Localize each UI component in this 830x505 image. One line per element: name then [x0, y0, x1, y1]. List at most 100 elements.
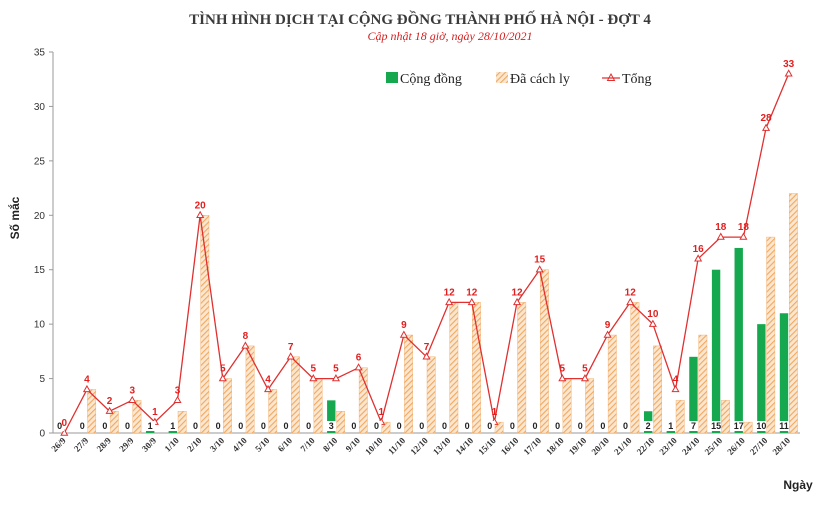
label-bg: [575, 421, 586, 431]
data-label-cong-dong: 0: [193, 421, 198, 431]
y-tick-label: 25: [34, 156, 46, 167]
bar-da-cach-ly: [517, 302, 527, 434]
data-label-tong: 9: [605, 320, 611, 331]
bar-da-cach-ly: [200, 215, 210, 434]
label-bg: [371, 421, 382, 431]
legend-label-tong: Tổng: [622, 72, 652, 87]
bar-da-cach-ly: [223, 378, 232, 434]
data-label-cong-dong: 15: [711, 421, 721, 431]
point-tong: [196, 210, 205, 218]
data-label-cong-dong: 0: [216, 421, 221, 431]
x-tick-label: 5/10: [253, 435, 272, 454]
legend-label-da-cach-ly: Đã cách ly: [510, 72, 570, 87]
line-tong-path: [63, 73, 790, 434]
label-bg: [167, 421, 178, 431]
data-label-cong-dong: 0: [80, 421, 85, 431]
point-tong: [694, 254, 703, 262]
x-tick-label: 1/10: [163, 435, 182, 454]
data-label-tong: 20: [195, 200, 207, 211]
label-bg: [280, 421, 291, 431]
point-tong: [263, 384, 273, 393]
data-label-cong-dong: 0: [397, 421, 402, 431]
point-tong: [671, 384, 680, 393]
data-label-cong-dong: 0: [102, 421, 107, 431]
data-label-tong: 3: [129, 385, 135, 396]
data-label-tong: 16: [693, 244, 705, 255]
point-tong: [626, 297, 635, 306]
data-label-cong-dong: 0: [351, 421, 356, 431]
x-tick-label: 23/10: [657, 435, 679, 457]
x-axis: 26/9 27/9 28/9 29/9 30/9 1/10 2/10 3/10 4/10 5/10…: [49, 432, 800, 457]
bar-cong-dong: [779, 313, 789, 433]
label-bg: [529, 421, 540, 431]
x-tick-label: 15/10: [476, 435, 498, 457]
point-tong: [535, 265, 544, 273]
legend-swatch-cong-dong: [386, 72, 398, 83]
data-label-tong: 28: [760, 113, 772, 124]
point-tong: [739, 232, 748, 240]
label-bg: [54, 421, 65, 431]
y-tick-label: 30: [34, 102, 46, 113]
data-label-tong: 18: [738, 222, 750, 233]
x-tick-label: 17/10: [522, 435, 544, 457]
bar-da-cach-ly: [494, 421, 504, 434]
point-tong: [241, 341, 250, 349]
bar-da-cach-ly: [109, 411, 119, 434]
data-label-tong: 9: [401, 320, 407, 331]
data-label-cong-dong: 0: [532, 421, 537, 431]
point-tong: [173, 395, 182, 404]
y-tick-label: 15: [34, 265, 46, 276]
bar-da-cach-ly: [585, 378, 595, 434]
data-label-cong-dong: 0: [419, 421, 424, 431]
x-tick-label: 16/10: [499, 435, 521, 457]
data-label-cong-dong: 0: [283, 421, 288, 431]
bar-da-cach-ly: [743, 421, 753, 434]
bar-da-cach-ly: [132, 400, 142, 434]
bar-da-cach-ly: [788, 193, 798, 434]
bar-cong-dong: [711, 269, 721, 433]
data-label-tong: 18: [715, 222, 727, 233]
data-label-cong-dong: 0: [57, 421, 62, 431]
label-bg: [348, 421, 359, 431]
label-bg: [190, 421, 201, 431]
data-label-cong-dong: 0: [306, 421, 311, 431]
data-label-tong: 8: [243, 331, 249, 342]
bar-da-cach-ly: [562, 378, 572, 434]
bars-da-cach-ly: [87, 193, 798, 434]
bar-da-cach-ly: [630, 302, 640, 434]
data-label-tong: 4: [673, 374, 679, 385]
y-tick-label: 5: [39, 374, 45, 385]
label-bg: [462, 421, 473, 431]
chart-subtitle: Cập nhật 18 giờ, ngày 28/10/2021: [367, 29, 532, 43]
data-label-tong: 5: [333, 364, 339, 375]
y-tick-label: 20: [34, 211, 46, 222]
data-label-cong-dong: 0: [261, 421, 266, 431]
label-bg: [326, 421, 337, 431]
label-bg: [711, 421, 722, 431]
x-tick-label: 21/10: [612, 435, 634, 457]
label-bg: [235, 421, 246, 431]
x-tick-label: 25/10: [703, 435, 725, 457]
x-tick-label: 28/9: [95, 435, 114, 454]
data-label-tong: 33: [783, 59, 795, 70]
data-label-tong: 12: [625, 287, 637, 298]
x-tick-label: 18/10: [544, 435, 566, 457]
bar-da-cach-ly: [404, 334, 413, 434]
point-tong: [82, 384, 92, 393]
bar-da-cach-ly: [290, 356, 300, 434]
legend-marker-tong: [606, 72, 616, 81]
x-tick-label: 28/10: [771, 435, 793, 457]
x-tick-label: 22/10: [635, 435, 657, 457]
point-tong: [603, 330, 612, 338]
data-label-tong: 6: [356, 353, 362, 364]
data-label-tong: 12: [466, 287, 478, 298]
label-bg: [258, 421, 269, 431]
data-label-cong-dong: 0: [125, 421, 130, 431]
point-tong: [467, 297, 476, 306]
data-label-cong-dong: 0: [374, 421, 379, 431]
data-label-tong: 1: [492, 407, 498, 418]
legend-swatch-da-cach-ly: [496, 72, 508, 83]
data-label-cong-dong: 17: [734, 421, 744, 431]
x-tick-label: 7/10: [298, 435, 317, 454]
bar-da-cach-ly: [381, 421, 391, 434]
